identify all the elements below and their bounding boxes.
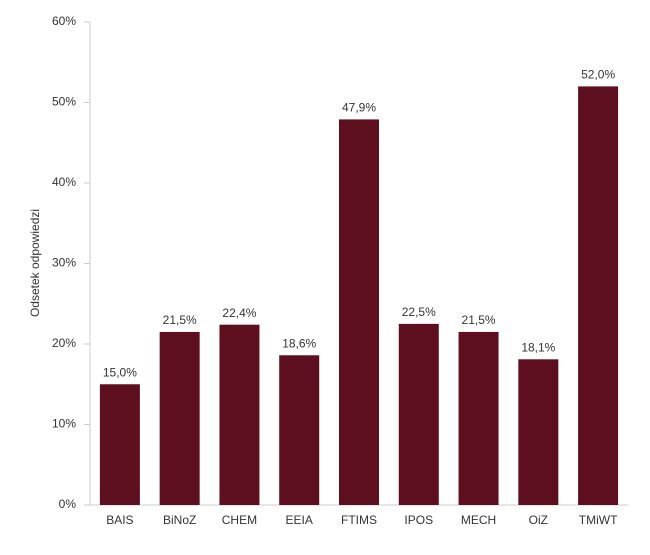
x-tick-label: TMiWT: [579, 513, 618, 527]
bar: [279, 355, 320, 505]
value-label: 47,9%: [342, 101, 376, 115]
y-tick-label: 40%: [52, 175, 76, 189]
bar: [339, 119, 379, 505]
y-tick-label: 0%: [59, 497, 77, 511]
bar: [99, 384, 140, 505]
y-tick-label: 60%: [52, 14, 76, 28]
bar: [458, 331, 499, 505]
value-label: 22,4%: [222, 306, 256, 320]
value-label: 21,5%: [163, 313, 197, 327]
bar: [578, 86, 619, 506]
x-tick-label: EEIA: [286, 513, 313, 527]
bar: [518, 359, 559, 505]
bar: [398, 323, 439, 505]
x-tick-label: OiZ: [529, 513, 548, 527]
value-label: 22,5%: [402, 305, 436, 319]
value-label: 15,0%: [103, 365, 137, 379]
y-axis-label: Odsetek odpowiedzi: [28, 209, 42, 317]
y-tick-label: 20%: [52, 336, 76, 350]
value-label: 18,6%: [282, 336, 316, 350]
value-label: 52,0%: [581, 68, 615, 82]
x-tick-label: BAIS: [106, 513, 133, 527]
bar: [159, 331, 200, 505]
x-tick-label: FTIMS: [341, 513, 377, 527]
value-label: 21,5%: [462, 313, 496, 327]
x-tick-label: IPOS: [404, 513, 433, 527]
y-tick-label: 10%: [52, 417, 76, 431]
x-tick-label: CHEM: [222, 513, 257, 527]
bar: [219, 324, 260, 505]
value-label: 18,1%: [521, 340, 555, 354]
x-tick-label: BiNoZ: [163, 513, 196, 527]
y-tick-label: 50%: [52, 95, 76, 109]
x-tick-label: MECH: [461, 513, 496, 527]
y-tick-label: 30%: [52, 256, 76, 270]
